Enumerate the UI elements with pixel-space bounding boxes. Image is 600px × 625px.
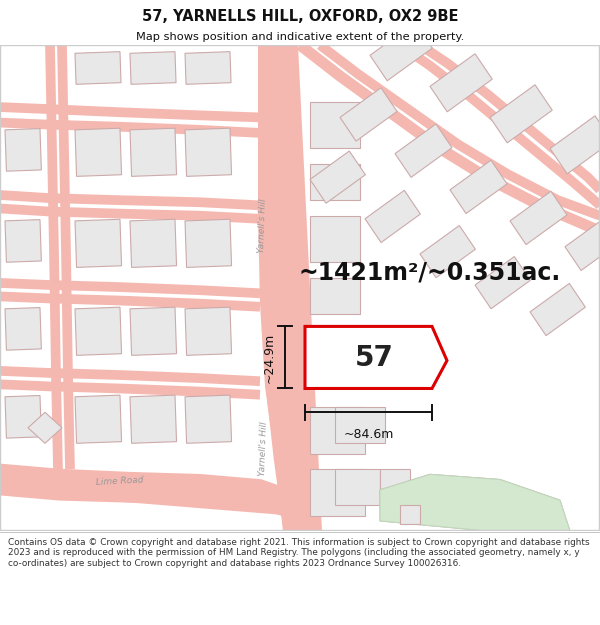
Polygon shape [310,151,365,203]
Polygon shape [335,345,385,381]
Polygon shape [310,340,365,386]
Polygon shape [310,102,360,149]
Polygon shape [185,308,232,356]
Polygon shape [28,412,62,443]
Text: Yarnell's Hill: Yarnell's Hill [257,421,268,476]
Polygon shape [335,407,385,443]
Text: Yarnell's Hill: Yarnell's Hill [257,199,268,254]
Polygon shape [310,469,365,516]
Polygon shape [75,219,122,268]
Polygon shape [365,191,421,242]
Polygon shape [5,129,41,171]
Polygon shape [395,124,452,177]
Polygon shape [185,219,232,268]
Polygon shape [130,219,176,268]
Polygon shape [75,52,121,84]
Polygon shape [75,308,122,356]
Polygon shape [400,506,420,524]
Text: Contains OS data © Crown copyright and database right 2021. This information is : Contains OS data © Crown copyright and d… [8,538,589,568]
Polygon shape [130,52,176,84]
Polygon shape [550,116,600,174]
Text: 57, YARNELLS HILL, OXFORD, OX2 9BE: 57, YARNELLS HILL, OXFORD, OX2 9BE [142,9,458,24]
Polygon shape [130,128,176,176]
Polygon shape [75,395,122,443]
Polygon shape [310,407,365,454]
Text: ~24.9m: ~24.9m [263,332,276,382]
Polygon shape [430,54,492,112]
Text: Map shows position and indicative extent of the property.: Map shows position and indicative extent… [136,31,464,41]
Polygon shape [450,160,507,214]
Polygon shape [75,128,122,176]
Polygon shape [530,283,586,336]
Polygon shape [130,395,176,443]
Polygon shape [370,22,432,81]
Polygon shape [380,474,570,531]
Polygon shape [565,217,600,271]
Polygon shape [5,308,41,350]
Polygon shape [310,278,360,314]
Polygon shape [310,164,360,200]
Polygon shape [185,128,232,176]
Polygon shape [490,85,552,143]
Text: ~84.6m: ~84.6m [343,428,394,441]
Text: 57: 57 [355,344,394,372]
Polygon shape [258,45,322,531]
Polygon shape [5,396,41,438]
Polygon shape [5,219,41,262]
Polygon shape [380,469,410,495]
Polygon shape [380,474,570,531]
Polygon shape [475,256,530,309]
Polygon shape [310,216,360,262]
Text: Lime Road: Lime Road [96,476,144,488]
Polygon shape [335,469,380,506]
Text: ~1421m²/~0.351ac.: ~1421m²/~0.351ac. [299,261,561,284]
Polygon shape [130,308,176,356]
Polygon shape [0,467,293,516]
Polygon shape [420,226,475,278]
Polygon shape [340,88,397,141]
Polygon shape [305,326,447,389]
Polygon shape [510,191,567,244]
Polygon shape [185,395,232,443]
Polygon shape [185,52,231,84]
